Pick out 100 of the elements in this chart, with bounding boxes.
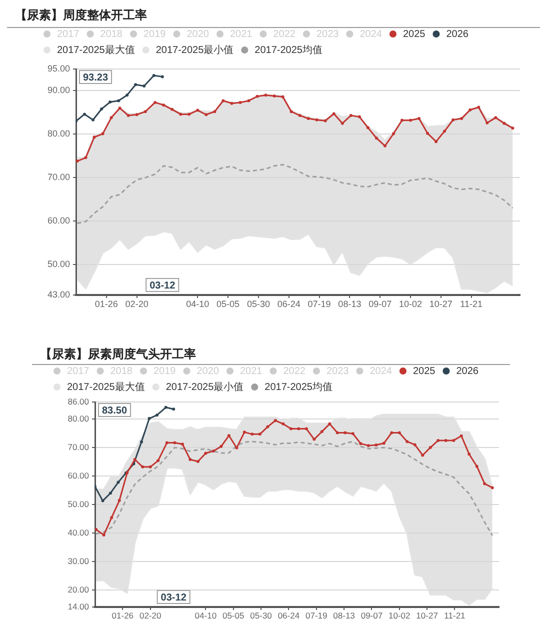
point (101, 132, 104, 136)
point (148, 417, 151, 420)
point (272, 94, 276, 98)
point (160, 75, 164, 78)
y-tick-label: 80.00 (68, 413, 90, 424)
y-tick-label: 60.00 (68, 470, 90, 480)
point (238, 100, 242, 104)
x-tick-label: 05-30 (250, 610, 272, 620)
point (264, 94, 268, 97)
y-tick-label: 14.00 (68, 601, 90, 612)
point (477, 106, 480, 109)
point (274, 419, 277, 422)
point (409, 118, 412, 122)
point (156, 459, 160, 462)
y-tick-label: 86.00 (68, 396, 90, 406)
point (282, 422, 285, 426)
legend-label: 2025 (402, 28, 426, 40)
point (227, 434, 230, 438)
point (383, 144, 386, 148)
point (180, 442, 184, 446)
point (511, 126, 514, 130)
x-tick-label: 09-07 (360, 610, 383, 620)
point (110, 116, 113, 120)
point (116, 480, 120, 484)
point (144, 110, 147, 114)
point (428, 446, 432, 450)
x-tick-label: 08-13 (338, 298, 362, 309)
point (452, 118, 455, 122)
annotation: 03-12 (150, 280, 176, 292)
legend-label: 2026 (456, 366, 479, 377)
y-tick-label: 43.00 (47, 289, 70, 300)
point (351, 432, 354, 436)
y-tick-label: 30.00 (68, 556, 90, 566)
y-tick-label: 50.00 (68, 498, 90, 509)
point (426, 132, 430, 135)
legend-label: 2017-2025最小值 (156, 44, 234, 56)
point (413, 443, 416, 446)
point (358, 115, 361, 118)
point (133, 458, 136, 462)
point (196, 108, 200, 112)
x-tick-label: 10-02 (388, 610, 411, 620)
line-series (95, 440, 494, 536)
point (118, 106, 122, 110)
x-tick-label: 01-26 (112, 610, 134, 620)
point (83, 112, 86, 116)
point (247, 99, 250, 102)
point (281, 95, 284, 98)
point (406, 440, 409, 444)
chart-title: 【尿素】尿素周度气头开工率 (40, 347, 196, 361)
point (312, 438, 316, 441)
point (366, 126, 370, 130)
point (359, 442, 362, 446)
point (328, 422, 332, 426)
point (110, 516, 114, 520)
point (140, 440, 143, 444)
point (256, 94, 259, 98)
point (76, 160, 79, 163)
annotation: 83.50 (102, 405, 128, 416)
y-tick-label: 40.00 (68, 527, 90, 538)
point (366, 444, 370, 448)
point (172, 408, 176, 411)
point (152, 74, 156, 78)
point (117, 99, 120, 102)
point (490, 486, 494, 490)
x-tick-label: 04-10 (186, 298, 210, 309)
point (460, 117, 464, 120)
point (483, 482, 486, 486)
point (164, 406, 168, 409)
y-tick-label: 90.00 (47, 85, 70, 96)
point (179, 112, 182, 116)
legend-label: 2017-2025均值 (254, 44, 322, 56)
legend-label: 2017-2025均值 (264, 380, 332, 393)
point (188, 458, 192, 462)
point (289, 427, 292, 430)
point (400, 118, 404, 122)
point (290, 110, 293, 114)
point (162, 104, 166, 107)
point (315, 118, 318, 122)
legend-label: 2025 (412, 366, 436, 377)
point (443, 130, 446, 133)
point (494, 116, 498, 120)
x-tick-label: 10-02 (399, 298, 422, 309)
point (324, 119, 327, 122)
point (468, 452, 471, 456)
point (486, 121, 489, 124)
x-tick-label: 10-27 (429, 298, 452, 309)
y-tick-label: 70.00 (47, 172, 70, 182)
x-tick-label: 02-20 (139, 610, 162, 620)
point (452, 438, 456, 442)
y-tick-label: 20.00 (68, 584, 90, 594)
point (155, 414, 158, 417)
point (173, 441, 176, 444)
point (84, 156, 88, 160)
point (141, 465, 144, 468)
point (235, 446, 238, 450)
point (250, 432, 254, 436)
point (118, 499, 121, 502)
point (266, 425, 270, 428)
point (304, 427, 308, 430)
x-tick-label: 04-10 (194, 610, 217, 620)
